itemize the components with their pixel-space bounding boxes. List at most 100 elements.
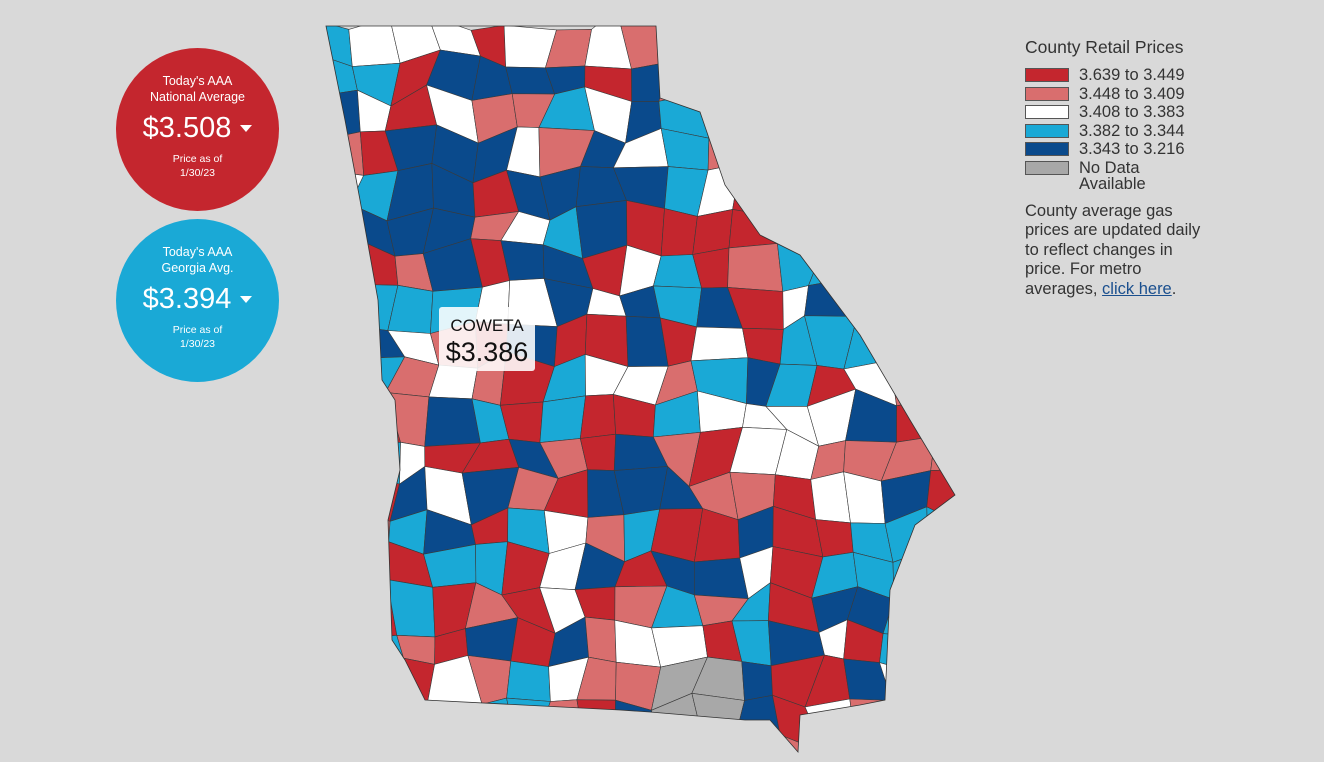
county-shape[interactable] <box>356 441 401 485</box>
county-shape[interactable] <box>506 660 551 702</box>
county-shape[interactable] <box>926 506 965 551</box>
county-shape[interactable] <box>728 209 778 249</box>
county-shape[interactable] <box>842 87 901 127</box>
county-shape[interactable] <box>882 599 934 638</box>
caret-down-icon[interactable] <box>240 124 253 132</box>
county-shape[interactable] <box>929 199 972 249</box>
county-shape[interactable] <box>843 162 898 218</box>
county-shape[interactable] <box>695 51 734 94</box>
county-shape[interactable] <box>886 16 932 67</box>
county-shape[interactable] <box>934 171 967 209</box>
county-shape[interactable] <box>930 62 976 102</box>
county-shape[interactable] <box>887 162 937 209</box>
county-shape[interactable] <box>424 396 481 447</box>
county-shape[interactable] <box>884 730 935 762</box>
county-shape[interactable] <box>707 135 741 171</box>
county-shape[interactable] <box>659 746 706 762</box>
county-shape[interactable] <box>313 389 358 449</box>
county-shape[interactable] <box>352 541 390 597</box>
county-shape[interactable] <box>614 739 669 762</box>
county-shape[interactable] <box>732 163 778 218</box>
county-shape[interactable] <box>726 53 784 108</box>
national-price[interactable]: $3.508 <box>143 111 253 145</box>
county-shape[interactable] <box>811 125 860 180</box>
county-shape[interactable] <box>851 248 893 296</box>
county-shape[interactable] <box>348 18 401 67</box>
county-shape[interactable] <box>312 474 358 509</box>
county-shape[interactable] <box>917 637 966 677</box>
county-shape[interactable] <box>613 466 669 516</box>
county-shape[interactable] <box>576 699 616 747</box>
county-shape[interactable] <box>318 543 364 597</box>
county-shape[interactable] <box>808 730 855 762</box>
county-shape[interactable] <box>883 62 935 102</box>
county-shape[interactable] <box>851 201 893 252</box>
county-shape[interactable] <box>896 124 937 173</box>
county-shape[interactable] <box>660 208 698 257</box>
county-shape[interactable] <box>311 131 365 176</box>
county-shape[interactable] <box>882 316 933 369</box>
county-shape[interactable] <box>727 243 784 292</box>
county-shape[interactable] <box>888 240 936 296</box>
county-shape[interactable] <box>365 634 404 675</box>
county-shape[interactable] <box>932 281 970 326</box>
county-shape[interactable] <box>916 672 975 698</box>
county-shape[interactable] <box>312 699 364 749</box>
county-shape[interactable] <box>804 57 857 99</box>
county-shape[interactable] <box>312 21 353 67</box>
county-shape[interactable] <box>538 733 597 762</box>
county-shape[interactable] <box>919 695 975 747</box>
county-shape[interactable] <box>887 201 935 252</box>
county-shape[interactable] <box>882 280 936 326</box>
county-shape[interactable] <box>352 507 391 545</box>
county-shape[interactable] <box>883 87 935 127</box>
county-shape[interactable] <box>693 557 749 600</box>
county-shape[interactable] <box>395 657 435 714</box>
county-shape[interactable] <box>919 730 971 762</box>
county-shape[interactable] <box>733 734 781 762</box>
county-shape[interactable] <box>690 326 749 362</box>
county-shape[interactable] <box>313 584 367 640</box>
county-shape[interactable] <box>771 53 811 108</box>
county-shape[interactable] <box>461 697 516 743</box>
county-shape[interactable] <box>926 544 965 601</box>
county-shape[interactable] <box>741 661 773 701</box>
county-shape[interactable] <box>776 201 824 250</box>
county-shape[interactable] <box>726 85 784 136</box>
county-shape[interactable] <box>843 124 901 181</box>
county-shape[interactable] <box>321 316 369 363</box>
county-shape[interactable] <box>842 65 894 91</box>
county-shape[interactable] <box>855 15 894 68</box>
county-shape[interactable] <box>891 696 939 744</box>
county-shape[interactable] <box>804 15 859 68</box>
county-shape[interactable] <box>396 634 436 665</box>
county-shape[interactable] <box>390 693 439 743</box>
county-shape[interactable] <box>918 324 970 369</box>
county-shape[interactable] <box>320 279 363 328</box>
caret-down-icon[interactable] <box>240 295 253 303</box>
county-shape[interactable] <box>727 9 787 70</box>
county-shape[interactable] <box>926 594 965 640</box>
metro-averages-link[interactable]: click here <box>1102 279 1172 298</box>
county-shape[interactable] <box>804 89 859 145</box>
county-shape[interactable] <box>703 736 736 762</box>
county-shape[interactable] <box>312 731 360 762</box>
county-shape[interactable] <box>579 394 617 439</box>
county-shape[interactable] <box>660 20 711 63</box>
county-shape[interactable] <box>929 240 972 288</box>
county-shape[interactable] <box>584 616 617 663</box>
county-shape[interactable] <box>692 209 733 255</box>
county-shape[interactable] <box>319 659 368 708</box>
county-shape[interactable] <box>709 13 734 70</box>
county-shape[interactable] <box>658 51 710 102</box>
county-shape[interactable] <box>315 169 365 217</box>
county-shape[interactable] <box>926 469 961 525</box>
county-shape[interactable] <box>313 357 369 401</box>
county-shape[interactable] <box>312 445 358 476</box>
county-shape[interactable] <box>731 127 783 177</box>
county-shape[interactable] <box>315 203 358 240</box>
county-shape[interactable] <box>811 171 860 218</box>
county-shape[interactable] <box>934 394 969 437</box>
county-shape[interactable] <box>931 91 961 138</box>
county-shape[interactable] <box>931 125 967 173</box>
